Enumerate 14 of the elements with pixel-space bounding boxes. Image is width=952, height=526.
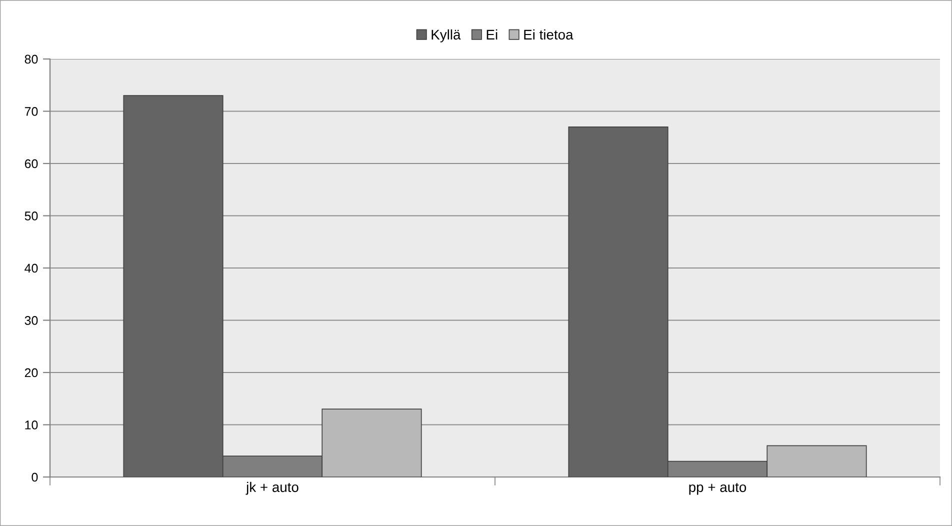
- x-tick-label: pp + auto: [689, 482, 746, 495]
- y-tick-label: 80: [24, 54, 38, 64]
- y-tick-label: 70: [24, 107, 38, 116]
- legend-label: Ei: [486, 29, 498, 40]
- x-tick-label: jk + auto: [246, 482, 298, 495]
- y-tick-label: 50: [24, 212, 38, 220]
- y-tick-label: 10: [25, 420, 38, 430]
- y-tick-label: 0: [32, 472, 38, 482]
- legend-label: Ei tietoa: [524, 29, 574, 40]
- y-tick-label: 40: [24, 264, 38, 273]
- legend-label: Kyllä: [432, 29, 461, 42]
- y-tick-label: 30: [24, 316, 38, 325]
- y-tick-label: 20: [24, 368, 38, 378]
- y-tick-label: 60: [24, 159, 38, 168]
